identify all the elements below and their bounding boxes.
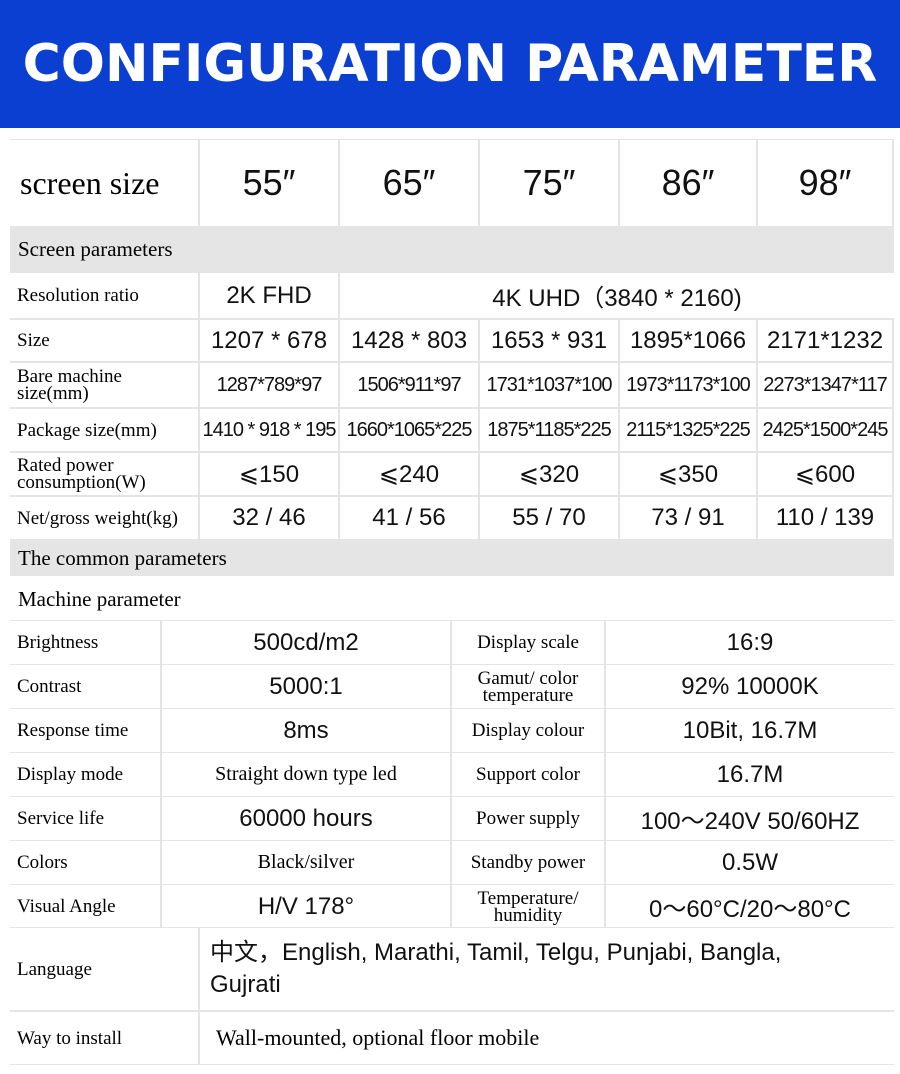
install-label: Way to install bbox=[10, 1012, 198, 1064]
machine-param-row: Visual Angle H/V 178° Temperature/ humid… bbox=[10, 884, 894, 929]
screen-param-row: Package size(mm) 1410 * 918 * 195 1660*106… bbox=[10, 408, 894, 452]
param-value: 16:9 bbox=[606, 621, 894, 664]
screen-param-row: Net/gross weight(kg) 32 / 46 41 / 56 55 / 7… bbox=[10, 496, 894, 540]
param-value: 8ms bbox=[162, 709, 450, 752]
param-value: 1207 * 678 bbox=[200, 320, 338, 361]
param-value: 1875*1185*225 bbox=[480, 409, 618, 451]
install-row: Way to install Wall-mounted, optional fl… bbox=[10, 1011, 894, 1065]
machine-param-row: Brightness 500cd/m2 Display scale 16:9 bbox=[10, 620, 894, 665]
install-value: Wall-mounted, optional floor mobile bbox=[200, 1012, 894, 1064]
size-86: 86″ bbox=[620, 140, 756, 226]
param-label: Bare machine size(mm) bbox=[10, 363, 198, 407]
param-value: 1287*789*97 bbox=[200, 363, 338, 407]
param-value: 1973*1173*100 bbox=[620, 363, 756, 407]
param-value: 1895*1066 bbox=[620, 320, 756, 361]
param-value: 10Bit, 16.7M bbox=[606, 709, 894, 752]
param-label: Size bbox=[10, 320, 198, 361]
param-label: Power supply bbox=[452, 797, 604, 840]
param-value: 1731*1037*100 bbox=[480, 363, 618, 407]
param-value: 73 / 91 bbox=[620, 497, 756, 539]
param-label: Display colour bbox=[452, 709, 604, 752]
param-value: 5000:1 bbox=[162, 665, 450, 708]
param-value: H/V 178° bbox=[162, 885, 450, 928]
machine-param-row: Colors Black/silver Standby power 0.5W bbox=[10, 840, 894, 885]
param-value: Black/silver bbox=[162, 841, 450, 884]
machine-param-row: Contrast 5000:1 Gamut/ color temperature… bbox=[10, 664, 894, 709]
param-value: 2273*1347*117 bbox=[758, 363, 892, 407]
size-65: 65″ bbox=[340, 140, 478, 226]
param-label: Colors bbox=[10, 841, 160, 884]
param-value: 55 / 70 bbox=[480, 497, 618, 539]
param-value: 1410 * 918 * 195 bbox=[200, 409, 338, 451]
param-label: Response time bbox=[10, 709, 160, 752]
param-value: 60000 hours bbox=[162, 797, 450, 840]
param-label: Brightness bbox=[10, 621, 160, 664]
param-value: 2115*1325*225 bbox=[620, 409, 756, 451]
param-value: 92% 10000K bbox=[606, 665, 894, 708]
resolution-other: 4K UHD（3840 * 2160) bbox=[340, 273, 894, 318]
param-label: Contrast bbox=[10, 665, 160, 708]
size-55: 55″ bbox=[200, 140, 338, 226]
machine-param-row: Display mode Straight down type led Supp… bbox=[10, 752, 894, 797]
param-label: Standby power bbox=[452, 841, 604, 884]
header-banner: CONFIGURATION PARAMETER bbox=[0, 0, 900, 128]
param-value: 1660*1065*225 bbox=[340, 409, 478, 451]
machine-param-row: Response time 8ms Display colour 10Bit, … bbox=[10, 708, 894, 753]
param-value: 1506*911*97 bbox=[340, 363, 478, 407]
section-machine-parameter: Machine parameter bbox=[10, 578, 894, 620]
section-common-parameters: The common parameters bbox=[10, 540, 894, 576]
param-value: 110 / 139 bbox=[758, 497, 892, 539]
param-value: 0～60°C/20～80°C bbox=[606, 885, 894, 928]
param-value: 32 / 46 bbox=[200, 497, 338, 539]
language-row: Language 中文，English, Marathi, Tamil, Tel… bbox=[10, 927, 894, 1011]
size-75: 75″ bbox=[480, 140, 618, 226]
param-value: 0.5W bbox=[606, 841, 894, 884]
page-title: CONFIGURATION PARAMETER bbox=[22, 34, 878, 94]
language-label: Language bbox=[10, 928, 198, 1010]
param-value: Straight down type led bbox=[162, 753, 450, 796]
param-value: 500cd/m2 bbox=[162, 621, 450, 664]
param-label: Service life bbox=[10, 797, 160, 840]
resolution-label: Resolution ratio bbox=[10, 273, 198, 318]
param-value: 100～240V 50/60HZ bbox=[606, 797, 894, 840]
param-value: 16.7M bbox=[606, 753, 894, 796]
param-label: Visual Angle bbox=[10, 885, 160, 928]
size-98: 98″ bbox=[758, 140, 892, 226]
machine-param-row: Service life 60000 hours Power supply 10… bbox=[10, 796, 894, 841]
param-value: ⩽240 bbox=[340, 453, 478, 495]
param-value: 2425*1500*245 bbox=[758, 409, 892, 451]
screen-size-label: screen size bbox=[10, 140, 198, 226]
param-value: 1428 * 803 bbox=[340, 320, 478, 361]
param-value: ⩽350 bbox=[620, 453, 756, 495]
screen-param-row: Bare machine size(mm) 1287*789*97 1506*911… bbox=[10, 362, 894, 408]
param-label: Gamut/ color temperature bbox=[452, 665, 604, 708]
param-value: ⩽150 bbox=[200, 453, 338, 495]
param-label: Package size(mm) bbox=[10, 409, 198, 451]
resolution-55: 2K FHD bbox=[200, 273, 338, 318]
param-value: 2171*1232 bbox=[758, 320, 892, 361]
param-label: Display mode bbox=[10, 753, 160, 796]
param-label: Temperature/ humidity bbox=[452, 885, 604, 928]
param-value: 41 / 56 bbox=[340, 497, 478, 539]
resolution-row: Resolution ratio 2K FHD 4K UHD（3840 * 21… bbox=[10, 272, 894, 319]
param-label: Display scale bbox=[452, 621, 604, 664]
screen-size-row: screen size 55″ 65″ 75″ 86″ 98″ bbox=[10, 139, 894, 227]
param-label: Rated power consumption(W) bbox=[10, 453, 198, 495]
screen-param-row: Rated power consumption(W) ⩽150 ⩽240 ⩽320 ⩽3… bbox=[10, 452, 894, 496]
section-screen-parameters: Screen parameters bbox=[10, 227, 894, 272]
param-value: 1653 * 931 bbox=[480, 320, 618, 361]
param-value: ⩽320 bbox=[480, 453, 618, 495]
screen-param-row: Size 1207 * 678 1428 * 803 1653 * 931 1895*1… bbox=[10, 319, 894, 362]
language-value: 中文，English, Marathi, Tamil, Telgu, Punja… bbox=[200, 928, 894, 1010]
param-label: Net/gross weight(kg) bbox=[10, 497, 198, 539]
param-label: Support color bbox=[452, 753, 604, 796]
param-value: ⩽600 bbox=[758, 453, 892, 495]
